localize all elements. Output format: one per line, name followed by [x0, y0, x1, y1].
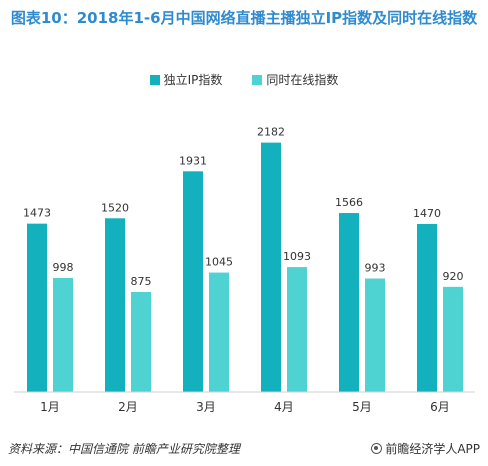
bar-online-6	[443, 286, 463, 392]
data-label-online-1: 998	[53, 261, 74, 274]
data-label-ip-5: 1566	[335, 196, 363, 209]
x-tick-label-6: 6月	[430, 400, 450, 414]
bar-chart: 1473 998 1月 1520 875 2月 1931 1045 3月 2182 1093 4月 15…	[14, 126, 475, 414]
bar-online-1	[53, 277, 73, 392]
bar-online-5	[365, 278, 385, 392]
x-tick-label-5: 5月	[352, 400, 372, 414]
bar-ip-3	[183, 171, 203, 392]
data-label-ip-1: 1473	[23, 207, 51, 220]
x-tick-label-2: 2月	[118, 400, 138, 414]
data-label-ip-2: 1520	[101, 201, 129, 214]
legend-item-online: 同时在线指数	[252, 71, 338, 88]
brand: 前瞻经济学人APP	[371, 440, 480, 457]
legend: 独立IP指数 同时在线指数	[0, 71, 488, 88]
bar-ip-5	[339, 213, 359, 392]
bar-ip-1	[27, 223, 47, 392]
bar-online-4	[287, 267, 307, 392]
brand-text: 前瞻经济学人APP	[385, 442, 480, 456]
labels-group: 1473 998 1月 1520 875 2月 1931 1045 3月 2182 1093 4月 15…	[23, 126, 464, 414]
data-label-online-3: 1045	[205, 256, 233, 269]
data-label-ip-6: 1470	[413, 207, 441, 220]
data-label-online-6: 920	[443, 270, 464, 283]
x-tick-label-4: 4月	[274, 400, 294, 414]
legend-label-ip: 独立IP指数	[163, 73, 223, 87]
bars-group	[27, 142, 463, 392]
source-text: 资料来源：中国信通院 前瞻产业研究院整理	[8, 442, 240, 456]
data-label-online-5: 993	[365, 262, 386, 275]
data-label-online-2: 875	[131, 275, 152, 288]
legend-swatch-ip	[149, 74, 160, 85]
chart-title: 图表10：2018年1-6月中国网络直播主播独立IP指数及同时在线指数	[10, 9, 478, 27]
legend-swatch-online	[252, 74, 263, 85]
bar-online-2	[131, 292, 151, 392]
brand-logo-icon	[371, 443, 383, 454]
legend-label-online: 同时在线指数	[266, 73, 339, 87]
bar-ip-2	[105, 218, 125, 392]
legend-item-ip: 独立IP指数	[149, 71, 223, 88]
data-label-ip-4: 2182	[257, 126, 285, 139]
x-tick-label-3: 3月	[196, 400, 216, 414]
footer: 资料来源：中国信通院 前瞻产业研究院整理 前瞻经济学人APP	[0, 438, 488, 466]
bar-online-3	[209, 272, 229, 392]
bar-ip-4	[261, 142, 281, 392]
data-label-ip-3: 1931	[179, 154, 207, 167]
data-label-online-4: 1093	[283, 250, 311, 263]
bar-ip-6	[417, 224, 437, 392]
x-tick-label-1: 1月	[40, 400, 60, 414]
